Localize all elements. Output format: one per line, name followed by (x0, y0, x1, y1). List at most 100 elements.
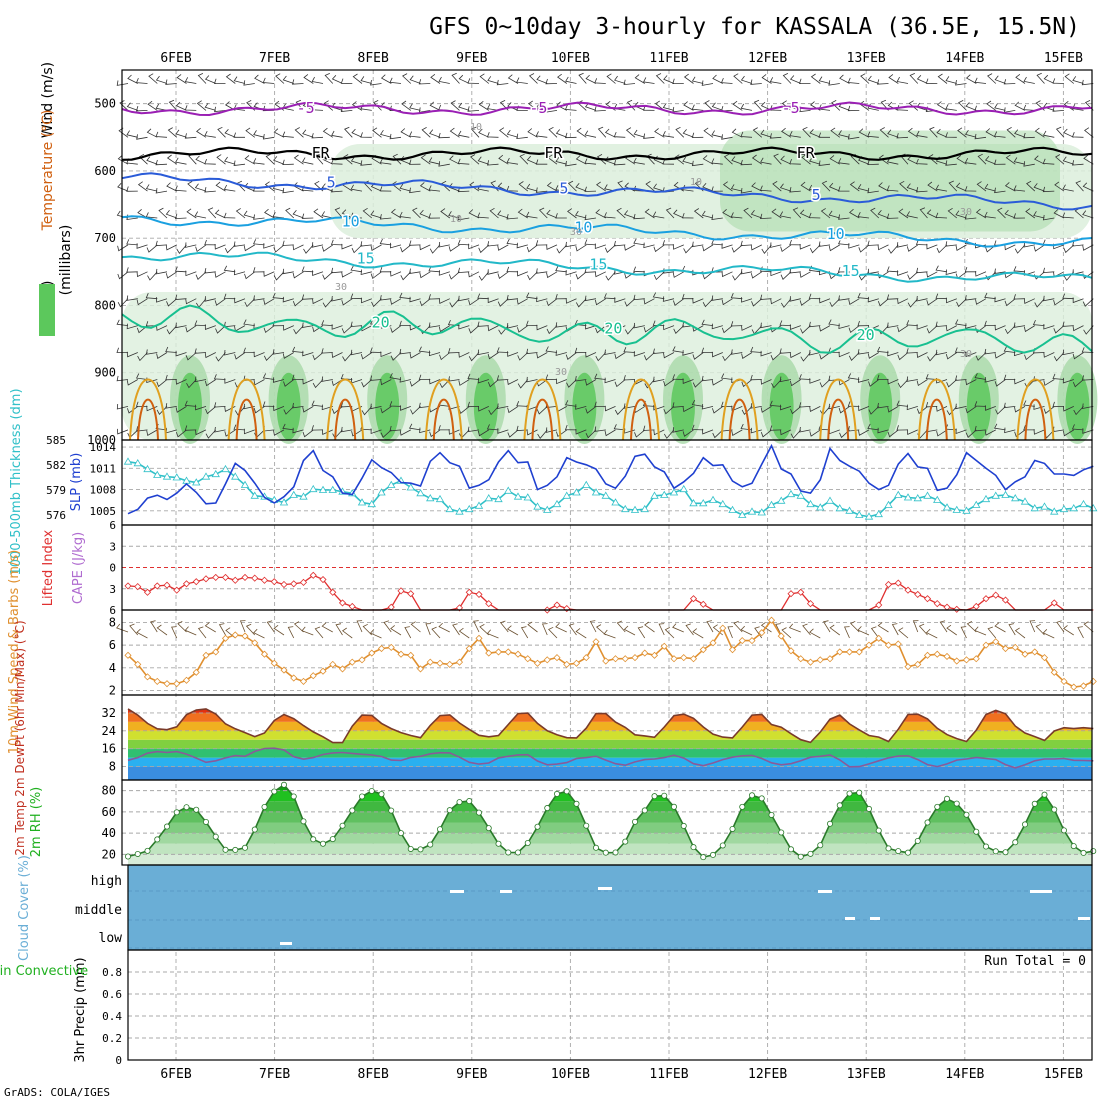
thickness-point (640, 504, 649, 513)
wind-barb (937, 73, 948, 84)
wind-barb (175, 101, 187, 111)
thickness-point (289, 490, 298, 498)
wind-barb (467, 426, 480, 433)
wind-barb (282, 240, 294, 246)
rh2m-point (807, 850, 814, 857)
thickness-point (582, 480, 591, 488)
wind-barb (1055, 154, 1065, 165)
wind-barb (672, 374, 684, 380)
wind-barb (633, 266, 645, 273)
thickness-point (377, 488, 386, 496)
wind10m-point (709, 639, 717, 647)
wind-barb (184, 425, 197, 431)
thickness-point (942, 503, 952, 511)
wind-barb (604, 156, 616, 165)
rh2m-point (817, 842, 824, 849)
wind-barb (751, 298, 763, 307)
isotherm-label: FR (797, 144, 816, 162)
precip-tick-label: 0 (115, 1054, 122, 1067)
wind-barb (186, 379, 197, 389)
wind-barb (418, 402, 431, 409)
wind-barb (584, 186, 597, 192)
wind-barb (175, 429, 187, 438)
wind-barb (701, 403, 714, 410)
wind-barb (263, 352, 275, 361)
thickness-point (162, 472, 172, 480)
wind10m-point (680, 654, 688, 662)
cloud-level-label: low (99, 931, 123, 946)
wind-barb (1042, 158, 1055, 165)
wind10m-point (153, 677, 161, 685)
isotherm-surface-loop-inner (728, 398, 751, 441)
wind-barb (282, 131, 294, 138)
wind-barb (477, 429, 490, 437)
wind-barb (1062, 405, 1074, 412)
wind-barb (585, 351, 597, 358)
wind-barb (682, 322, 694, 328)
wind-barb (771, 379, 782, 389)
rh2m-point (710, 851, 717, 858)
isotherm-surface-loop-inner (432, 398, 455, 441)
wind-barb (574, 376, 587, 382)
wind-barb (291, 79, 304, 85)
wind-barb (847, 401, 860, 407)
li-tick-label: 0 (109, 562, 116, 575)
wind-barb (899, 180, 909, 192)
wind-barb (438, 241, 450, 248)
wind-barb (760, 157, 772, 165)
cloud-gap (870, 917, 880, 920)
wind-barb (264, 181, 275, 192)
wind-barb (623, 79, 636, 86)
wind-barb (1053, 298, 1065, 306)
wind-barb (497, 428, 509, 434)
isotherm-label: 20 (372, 313, 390, 331)
lifted-index-point (553, 601, 561, 609)
thickness-point (367, 499, 376, 508)
wind-barb (322, 298, 334, 308)
day-label-top: 14FEB (945, 51, 984, 66)
wind-barb (496, 79, 509, 86)
wind-barb (448, 211, 460, 219)
wind10m-point (1040, 654, 1049, 662)
wind10m-point (553, 654, 561, 662)
wind-barb (847, 134, 860, 140)
thickness-point (143, 464, 152, 473)
wind-barb (1004, 244, 1016, 251)
wind10m-barb (1062, 625, 1074, 636)
lifted-index-point (290, 580, 298, 588)
day-label-bottom: 11FEB (649, 1067, 688, 1082)
wind10m-barb (974, 626, 987, 636)
wind-barb (633, 213, 645, 220)
wind-barb (470, 154, 480, 165)
wind-barb (390, 298, 402, 305)
wind-barb (369, 347, 382, 353)
cloud-gap (818, 890, 832, 893)
wind-barb (174, 266, 187, 273)
wind-barb (400, 271, 412, 281)
wind-barb (1081, 375, 1094, 381)
wind-barb (792, 207, 802, 219)
wind-barb (837, 186, 850, 192)
wind-barb (223, 293, 236, 300)
thickness-point (328, 485, 337, 493)
wind-barb (1033, 376, 1045, 382)
wind-barb (798, 402, 811, 408)
wind10m-barb (939, 620, 948, 633)
wind10m-point (407, 651, 415, 659)
isotherm-surface-loop (720, 378, 759, 441)
wind-barb (293, 325, 304, 335)
wind-barb (984, 320, 996, 326)
wind-barb (295, 99, 304, 111)
wind-barb (428, 266, 441, 273)
wind10m-point (933, 650, 941, 658)
wind-barb (243, 80, 255, 86)
wind-barb (477, 293, 489, 300)
wind-barb (165, 244, 177, 251)
wind10m-barb (685, 623, 694, 636)
wind10m-barb (1083, 621, 1094, 633)
wind-barb (292, 298, 304, 307)
wind-barb (633, 157, 645, 165)
wind-barb (215, 181, 226, 192)
wind-barb (527, 128, 538, 138)
thickness-point (884, 500, 893, 508)
